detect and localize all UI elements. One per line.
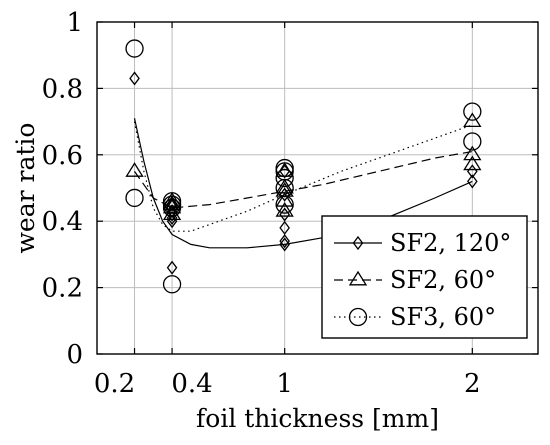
data-point-series-2 <box>162 192 182 207</box>
legend-marker-series-2 <box>348 270 368 286</box>
tick-labels: 0 0.2 0.4 0.6 0.8 1 0.2 0.4 1 2 <box>42 8 538 399</box>
y-axis-label: wear ratio <box>11 123 40 254</box>
fit-curve-series-2 <box>134 150 473 209</box>
data-point-series-1 <box>279 234 290 249</box>
data-point-series-3 <box>162 275 182 294</box>
x-tick-label: 0.4 <box>171 369 212 399</box>
data-point-series-1 <box>129 71 140 86</box>
data-point-series-2 <box>275 178 294 194</box>
legend: SF2, 120° SF2, 60° SF3, 60° <box>321 215 528 339</box>
y-tick-label: 0.2 <box>42 274 83 304</box>
y-tick-label: 0.6 <box>42 141 83 171</box>
data-point-series-3 <box>275 168 294 188</box>
data-point-series-3 <box>125 188 144 208</box>
data-point-series-2 <box>125 162 144 177</box>
y-tick-label: 0.4 <box>42 207 83 237</box>
data-markers <box>125 39 482 294</box>
x-axis-label: foil thickness [mm] <box>196 404 439 433</box>
legend-marker-series-1 <box>352 235 364 251</box>
data-point-series-3 <box>463 102 482 121</box>
fit-curve-series-3 <box>133 121 473 232</box>
y-tick-label: 0.8 <box>42 74 83 104</box>
x-tick-label: 2 <box>464 369 481 399</box>
data-point-series-3 <box>275 158 294 178</box>
legend-marker-series-3 <box>348 307 368 327</box>
data-point-series-1 <box>279 220 290 235</box>
x-tick-label: 1 <box>276 369 293 399</box>
legend-label-series-2: SF2, 60° <box>390 266 496 294</box>
data-point-series-3 <box>463 132 482 151</box>
data-point-series-3 <box>125 39 144 58</box>
x-tick-label: 0.2 <box>94 369 135 399</box>
plot-frame <box>96 21 539 355</box>
data-point-series-3 <box>162 192 182 211</box>
data-point-series-2 <box>463 145 482 161</box>
data-point-series-1 <box>166 260 178 275</box>
data-point-series-2 <box>275 192 294 207</box>
y-tick-label: 0 <box>66 340 83 370</box>
data-point-series-2 <box>275 202 294 217</box>
data-point-series-2 <box>463 155 482 171</box>
y-tick-label: 1 <box>66 8 83 38</box>
legend-label-series-1: SF2, 120° <box>390 229 511 257</box>
legend-box <box>321 215 528 339</box>
legend-label-series-3: SF3, 60° <box>390 303 496 331</box>
data-point-series-2 <box>463 112 482 128</box>
data-point-series-1 <box>467 174 478 189</box>
